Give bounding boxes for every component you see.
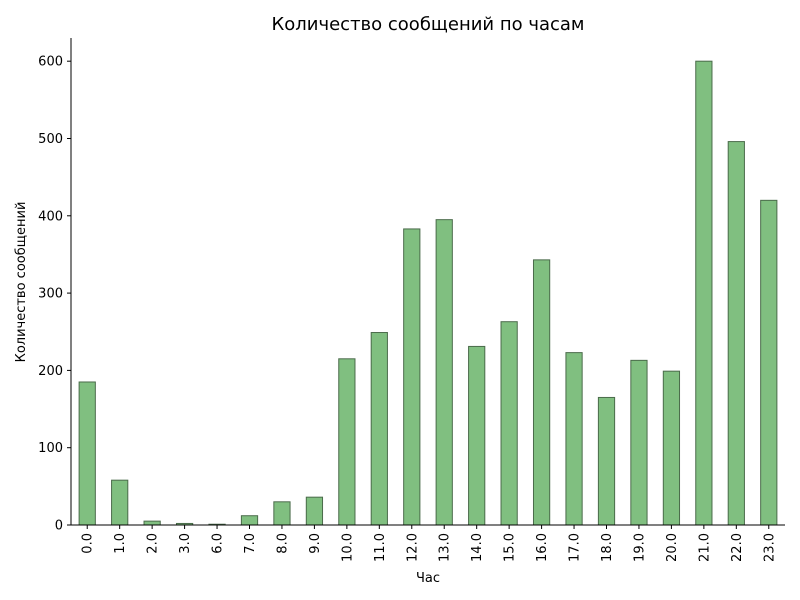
y-tick-label: 100: [38, 441, 63, 456]
x-tick-label: 11.0: [373, 533, 388, 562]
bar-17.0: [565, 352, 583, 526]
bar-15.0: [500, 321, 518, 526]
bar-16.0: [532, 259, 551, 526]
y-axis-label: Количество сообщений: [14, 202, 29, 363]
bars-group: [78, 60, 778, 526]
y-tick-label: 300: [38, 287, 63, 302]
x-axis-ticks: 0.0 1.0 2.0 3.0 6.0 7.0 8.0 9.0 10.0 11.0 12.0 13.0…: [81, 525, 777, 562]
x-tick-label: 8.0: [275, 533, 290, 554]
x-tick-label: 14.0: [470, 533, 485, 562]
x-tick-label: 3.0: [178, 533, 193, 554]
x-tick-label: 17.0: [568, 533, 583, 562]
x-tick-label: 0.0: [81, 533, 96, 554]
y-tick-label: 0: [55, 519, 63, 534]
x-tick-label: 13.0: [438, 533, 453, 562]
x-tick-label: 19.0: [632, 533, 647, 562]
bar-13.0: [435, 219, 453, 526]
x-tick-label: 7.0: [243, 533, 258, 554]
chart-title: Количество сообщений по часам: [271, 14, 584, 35]
x-tick-label: 18.0: [600, 533, 615, 562]
bar-1.0: [111, 479, 129, 526]
bar-20.0: [662, 370, 681, 526]
x-tick-label: 21.0: [697, 533, 712, 562]
bar-19.0: [630, 359, 648, 526]
x-tick-label: 1.0: [113, 533, 128, 554]
bar-11.0: [370, 332, 388, 526]
bar-23.0: [760, 199, 778, 526]
x-tick-label: 2.0: [146, 533, 161, 554]
x-axis-label: Час: [416, 571, 440, 586]
x-tick-label: 10.0: [340, 533, 355, 562]
x-tick-label: 6.0: [211, 533, 226, 554]
x-tick-label: 20.0: [665, 533, 680, 562]
x-tick-label: 12.0: [405, 533, 420, 562]
bar-7.0: [240, 515, 259, 526]
x-tick-label: 16.0: [535, 533, 550, 562]
x-tick-label: 23.0: [762, 533, 777, 562]
y-tick-label: 500: [38, 132, 63, 147]
x-tick-label: 15.0: [503, 533, 518, 562]
bar-10.0: [338, 358, 356, 526]
bar-22.0: [727, 141, 745, 526]
bar-8.0: [273, 501, 291, 526]
bar-0.0: [78, 381, 96, 526]
bar-2.0: [143, 520, 161, 526]
x-tick-label: 22.0: [730, 533, 745, 562]
y-axis-ticks: 0 100 200 300 400 500 600: [38, 55, 71, 534]
bar-12.0: [403, 228, 421, 526]
bar-18.0: [597, 396, 616, 526]
y-tick-label: 200: [38, 364, 63, 379]
y-tick-label: 400: [38, 209, 63, 224]
bar-21.0: [695, 60, 713, 526]
bar-9.0: [305, 496, 324, 526]
x-tick-label: 9.0: [308, 533, 323, 554]
y-tick-label: 600: [38, 55, 63, 70]
bar-14.0: [468, 345, 486, 526]
